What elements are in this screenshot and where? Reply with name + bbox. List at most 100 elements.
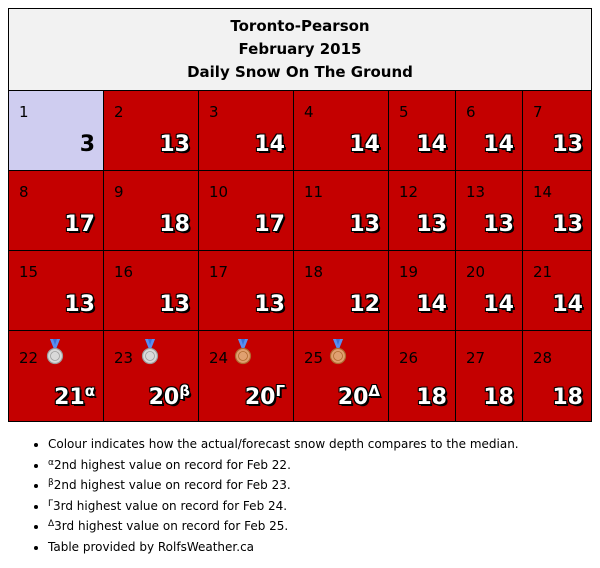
snow-depth-value: 18 bbox=[159, 212, 190, 237]
footnote-item: β2nd highest value on record for Feb 23. bbox=[48, 475, 600, 496]
day-number: 3 bbox=[209, 103, 219, 121]
footnote-text: 3rd highest value on record for Feb 25. bbox=[54, 519, 289, 533]
day-cell: 3 14 bbox=[199, 91, 294, 171]
day-cell: 13 13 bbox=[456, 171, 523, 251]
snow-depth-value: 14 bbox=[552, 292, 583, 317]
day-number: 28 bbox=[533, 349, 553, 367]
calendar-header: Toronto-Pearson February 2015 Daily Snow… bbox=[9, 9, 591, 91]
day-number: 2 bbox=[114, 103, 124, 121]
snow-depth-value: 13 bbox=[159, 292, 190, 317]
footnote-item: Table provided by RolfsWeather.ca bbox=[48, 537, 600, 558]
day-cell: 16 13 bbox=[104, 251, 199, 331]
calendar-grid: 1 3 2 13 3 14 4 14 5 14 6 14 7 13 8 17 9 18 10 17 11 13 12 13 13… bbox=[9, 91, 591, 421]
snow-depth-value: 18 bbox=[552, 385, 583, 410]
day-cell: 10 17 bbox=[199, 171, 294, 251]
snow-depth-value: 18 bbox=[416, 385, 447, 410]
station-title: Toronto-Pearson bbox=[230, 17, 370, 35]
footnote-item: Colour indicates how the actual/forecast… bbox=[48, 434, 600, 455]
day-number: 5 bbox=[399, 103, 409, 121]
snow-depth-value: 13 bbox=[64, 292, 95, 317]
footnote-marker: β bbox=[48, 478, 54, 488]
footnote-text: Colour indicates how the actual/forecast… bbox=[48, 437, 519, 451]
day-number: 6 bbox=[466, 103, 476, 121]
footnote-marker: Δ bbox=[48, 519, 55, 529]
day-number: 23 bbox=[114, 349, 134, 367]
day-number: 1 bbox=[19, 103, 29, 121]
day-number: 24 bbox=[209, 349, 229, 367]
day-cell: 14 13 bbox=[523, 171, 591, 251]
snow-depth-value: 14 bbox=[254, 132, 285, 157]
month-title: February 2015 bbox=[238, 40, 362, 58]
silver-medal-icon bbox=[46, 339, 64, 365]
snow-depth-value: 14 bbox=[416, 292, 447, 317]
snow-depth-value: 21α bbox=[54, 382, 95, 410]
footnote-text: Table provided by RolfsWeather.ca bbox=[48, 539, 255, 554]
snow-calendar-table: Toronto-Pearson February 2015 Daily Snow… bbox=[8, 8, 592, 422]
day-number: 15 bbox=[19, 263, 39, 281]
snow-depth-value: 13 bbox=[552, 212, 583, 237]
day-cell: 28 18 bbox=[523, 331, 591, 421]
day-number: 10 bbox=[209, 183, 229, 201]
footnote-text: 2nd highest value on record for Feb 23. bbox=[53, 478, 291, 492]
day-cell: 19 14 bbox=[389, 251, 456, 331]
day-number: 20 bbox=[466, 263, 486, 281]
day-number: 25 bbox=[304, 349, 324, 367]
footnote-marker: Γ bbox=[48, 498, 54, 509]
day-number: 4 bbox=[304, 103, 314, 121]
day-cell: 9 18 bbox=[104, 171, 199, 251]
record-marker: β bbox=[179, 382, 190, 400]
day-cell: 24 20Γ bbox=[199, 331, 294, 421]
day-cell: 2 13 bbox=[104, 91, 199, 171]
snow-depth-value: 13 bbox=[254, 292, 285, 317]
footnote-item: α2nd highest value on record for Feb 22. bbox=[48, 455, 600, 476]
snow-depth-value: 13 bbox=[159, 132, 190, 157]
footnote-item: Γ3rd highest value on record for Feb 24. bbox=[48, 496, 600, 517]
bronze-medal-icon bbox=[329, 339, 347, 365]
calendar-subtitle: Daily Snow On The Ground bbox=[187, 63, 413, 81]
footnote-marker: α bbox=[48, 457, 54, 468]
day-cell: 15 13 bbox=[9, 251, 104, 331]
snow-depth-value: 13 bbox=[416, 212, 447, 237]
day-number: 12 bbox=[399, 183, 419, 201]
bronze-medal-icon bbox=[234, 339, 252, 365]
day-number: 26 bbox=[399, 349, 419, 367]
day-cell: 11 13 bbox=[294, 171, 389, 251]
record-marker: Γ bbox=[275, 382, 285, 400]
snow-depth-value: 20β bbox=[148, 382, 190, 410]
day-number: 13 bbox=[466, 183, 486, 201]
snow-depth-value: 14 bbox=[416, 132, 447, 157]
day-number: 17 bbox=[209, 263, 229, 281]
snow-depth-value: 17 bbox=[254, 212, 285, 237]
day-cell: 17 13 bbox=[199, 251, 294, 331]
day-number: 22 bbox=[19, 349, 39, 367]
snow-depth-value: 20Δ bbox=[337, 382, 380, 410]
day-cell: 25 20Δ bbox=[294, 331, 389, 421]
footnote-text: 2nd highest value on record for Feb 22. bbox=[53, 457, 291, 472]
day-cell: 20 14 bbox=[456, 251, 523, 331]
snow-depth-value: 13 bbox=[349, 212, 380, 237]
day-cell: 7 13 bbox=[523, 91, 591, 171]
record-marker: α bbox=[84, 382, 95, 400]
snow-depth-value: 14 bbox=[483, 132, 514, 157]
day-cell: 27 18 bbox=[456, 331, 523, 421]
day-cell: 6 14 bbox=[456, 91, 523, 171]
day-number: 18 bbox=[304, 263, 324, 281]
footnotes-list: Colour indicates how the actual/forecast… bbox=[30, 434, 600, 557]
day-cell: 12 13 bbox=[389, 171, 456, 251]
footnote-text: 3rd highest value on record for Feb 24. bbox=[53, 498, 288, 513]
day-cell: 8 17 bbox=[9, 171, 104, 251]
snow-depth-value: 12 bbox=[349, 292, 380, 317]
snow-depth-value: 13 bbox=[552, 132, 583, 157]
day-number: 8 bbox=[19, 183, 29, 201]
snow-depth-value: 14 bbox=[483, 292, 514, 317]
snow-depth-value: 3 bbox=[79, 132, 95, 157]
day-cell: 5 14 bbox=[389, 91, 456, 171]
record-marker: Δ bbox=[368, 382, 380, 400]
day-number: 19 bbox=[399, 263, 419, 281]
day-number: 11 bbox=[304, 183, 324, 201]
day-number: 16 bbox=[114, 263, 134, 281]
day-number: 14 bbox=[533, 183, 553, 201]
day-number: 9 bbox=[114, 183, 124, 201]
footnote-item: Δ3rd highest value on record for Feb 25. bbox=[48, 516, 600, 537]
